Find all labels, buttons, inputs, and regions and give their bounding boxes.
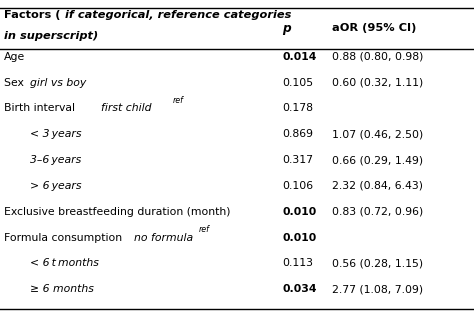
Text: 0.60 (0.32, 1.11): 0.60 (0.32, 1.11) [332, 77, 423, 88]
Text: ref: ref [199, 225, 210, 234]
Text: Age: Age [4, 52, 25, 62]
Text: 2.77 (1.08, 7.09): 2.77 (1.08, 7.09) [332, 284, 423, 294]
Text: aOR (95% CI): aOR (95% CI) [332, 23, 416, 33]
Text: 0.66 (0.29, 1.49): 0.66 (0.29, 1.49) [332, 155, 423, 165]
Text: 0.178: 0.178 [282, 103, 313, 113]
Text: > 6 years: > 6 years [30, 181, 82, 191]
Text: ref: ref [173, 96, 184, 105]
Text: Exclusive breastfeeding duration (month): Exclusive breastfeeding duration (month) [4, 207, 230, 217]
Text: no formula: no formula [134, 232, 193, 243]
Text: first child: first child [101, 103, 152, 113]
Text: Factors (: Factors ( [4, 10, 60, 20]
Text: 2.32 (0.84, 6.43): 2.32 (0.84, 6.43) [332, 181, 423, 191]
Text: Formula consumption: Formula consumption [4, 232, 126, 243]
Text: if categorical, reference categories: if categorical, reference categories [65, 10, 292, 20]
Text: 0.317: 0.317 [282, 155, 313, 165]
Text: 0.869: 0.869 [282, 129, 313, 139]
Text: 0.034: 0.034 [282, 284, 317, 294]
Text: 0.113: 0.113 [282, 258, 313, 268]
Text: 0.56 (0.28, 1.15): 0.56 (0.28, 1.15) [332, 258, 423, 268]
Text: 0.83 (0.72, 0.96): 0.83 (0.72, 0.96) [332, 207, 423, 217]
Text: 0.010: 0.010 [282, 207, 316, 217]
Text: 3–6 years: 3–6 years [30, 155, 81, 165]
Text: Sex: Sex [4, 77, 27, 88]
Text: 0.105: 0.105 [282, 77, 313, 88]
Text: < 3 years: < 3 years [30, 129, 82, 139]
Text: 1.07 (0.46, 2.50): 1.07 (0.46, 2.50) [332, 129, 423, 139]
Text: girl vs boy: girl vs boy [30, 77, 86, 88]
Text: p: p [282, 22, 291, 35]
Text: 0.88 (0.80, 0.98): 0.88 (0.80, 0.98) [332, 52, 423, 62]
Text: Birth interval: Birth interval [4, 103, 78, 113]
Text: ≥ 6 months: ≥ 6 months [30, 284, 94, 294]
Text: 0.014: 0.014 [282, 52, 317, 62]
Text: 0.010: 0.010 [282, 232, 316, 243]
Text: in superscript): in superscript) [4, 31, 98, 41]
Text: < 6 t months: < 6 t months [30, 258, 99, 268]
Text: 0.106: 0.106 [282, 181, 313, 191]
